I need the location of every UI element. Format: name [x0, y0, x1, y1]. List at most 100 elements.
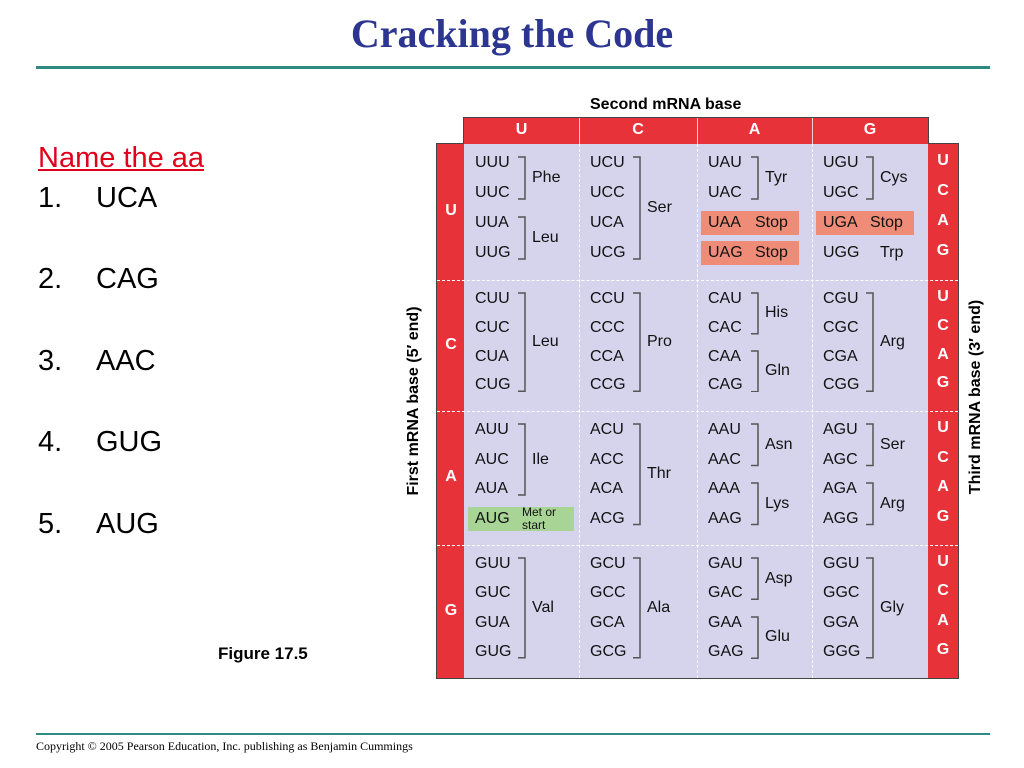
third-base-letter: A [937, 478, 949, 495]
question-codon: UCA [96, 182, 158, 214]
amino-acid-label: Ile [532, 450, 549, 468]
amino-acid-label: Stop [755, 214, 788, 231]
codon-label: AUU [475, 421, 509, 438]
codon-label: GUC [475, 584, 511, 602]
codon-label: AAG [708, 509, 742, 527]
codon-bracket [633, 423, 641, 526]
codon-label: AUC [475, 450, 509, 468]
third-base-letter: A [937, 345, 949, 363]
codon-label: CGC [823, 318, 859, 336]
codon-label: CAA [708, 347, 741, 365]
codon-bracket [518, 216, 526, 260]
codon-bracket [751, 482, 759, 526]
figure-label: Figure 17.5 [218, 644, 308, 663]
codon-label: GAU [708, 555, 743, 572]
codon-bracket [751, 423, 759, 467]
amino-acid-label: Ala [647, 598, 671, 616]
codon-label: GGG [823, 642, 861, 660]
row-divider [437, 545, 958, 546]
codon-label: UGC [823, 184, 859, 201]
amino-acid-label: Ser [880, 435, 905, 453]
codon-label: GCC [590, 584, 626, 602]
header-separator [697, 118, 698, 144]
stop-codon-highlight [701, 211, 799, 235]
codon-label: AGA [823, 480, 857, 497]
codon-bracket [751, 292, 759, 335]
question-item: 2. CAG [38, 263, 159, 296]
codon-bracket [866, 423, 874, 467]
codon-label: UGA [823, 214, 858, 231]
codon-bracket [633, 292, 641, 392]
third-base-letter: U [937, 419, 949, 436]
amino-acid-label: Arg [880, 333, 905, 351]
codon-label: CUA [475, 347, 509, 365]
amino-acid-label: Cys [880, 169, 908, 186]
amino-acid-label: Thr [647, 465, 671, 483]
second-base-letter: U [515, 121, 528, 138]
question-item: 5. AUG [38, 508, 159, 541]
codon-bracket [518, 292, 526, 392]
amino-acid-label: Trp [880, 244, 904, 261]
second-base-header-bar [463, 117, 929, 145]
question-codon: CAG [96, 263, 159, 295]
codon-bracket [518, 423, 526, 496]
codon-label: UAA [708, 214, 741, 231]
codon-label: ACU [590, 421, 624, 438]
codon-label: CGA [823, 347, 858, 365]
question-codon: AUG [96, 508, 159, 540]
amino-acid-label: Stop [755, 244, 788, 261]
codon-bracket [518, 156, 526, 200]
question-item: 1. UCA [38, 182, 157, 215]
slide-title: Cracking the Code [350, 11, 674, 56]
stop-codon-highlight [701, 241, 799, 265]
third-base-letter: A [937, 212, 949, 229]
codon-label: GAG [708, 642, 744, 660]
codon-label: UCA [590, 214, 624, 231]
amino-acid-label: Gln [765, 361, 790, 379]
codon-label: CAG [708, 376, 743, 394]
codon-label: GGA [823, 613, 859, 631]
codon-label: GGU [823, 555, 860, 572]
amino-acid-label: Leu [532, 333, 559, 351]
codon-label: UCU [590, 154, 625, 171]
amino-acid-label: Arg [880, 494, 905, 512]
second-base-label: Second mRNA base [590, 96, 742, 113]
codon-label: AAA [708, 480, 741, 497]
codon-label: GAC [708, 584, 743, 602]
third-base-letter: C [937, 316, 949, 334]
question-number: 3. [38, 345, 63, 377]
question-item: 4. GUG [38, 426, 162, 459]
codon-bracket [518, 557, 526, 659]
codon-label: UGU [823, 154, 859, 171]
amino-acid-label: Lys [765, 494, 790, 512]
codon-bracket [633, 557, 641, 659]
codon-label: UAU [708, 154, 742, 171]
codon-label: AAC [708, 450, 741, 468]
codon-bracket [633, 156, 641, 260]
codon-label: AGC [823, 450, 858, 468]
first-base-letter: C [445, 335, 457, 353]
codon-label: CGG [823, 376, 860, 394]
codon-label: UAC [708, 184, 742, 201]
codon-label: CAC [708, 318, 742, 336]
question-number: 5. [38, 508, 63, 540]
third-base-letter: C [937, 182, 949, 199]
codon-bracket [866, 292, 874, 392]
codon-label: UAG [708, 244, 743, 261]
question-item: 3. AAC [38, 345, 156, 378]
codon-label: GUG [475, 642, 512, 660]
amino-acid-label: Met or start [522, 504, 557, 532]
start-codon-highlight [468, 506, 574, 531]
first-base-letter: A [445, 468, 457, 485]
codon-label: CCC [590, 318, 625, 336]
codon-label: UUA [475, 214, 509, 231]
third-base-letter: U [937, 288, 949, 305]
codon-label: CUU [475, 290, 510, 307]
amino-acid-label: Val [532, 598, 554, 616]
row-divider [437, 280, 958, 281]
third-base-letter: U [937, 553, 949, 570]
amino-acid-label: Phe [532, 169, 561, 186]
copyright-notice: Copyright © 2005 Pearson Education, Inc.… [36, 739, 413, 753]
question-number: 1. [38, 182, 63, 214]
